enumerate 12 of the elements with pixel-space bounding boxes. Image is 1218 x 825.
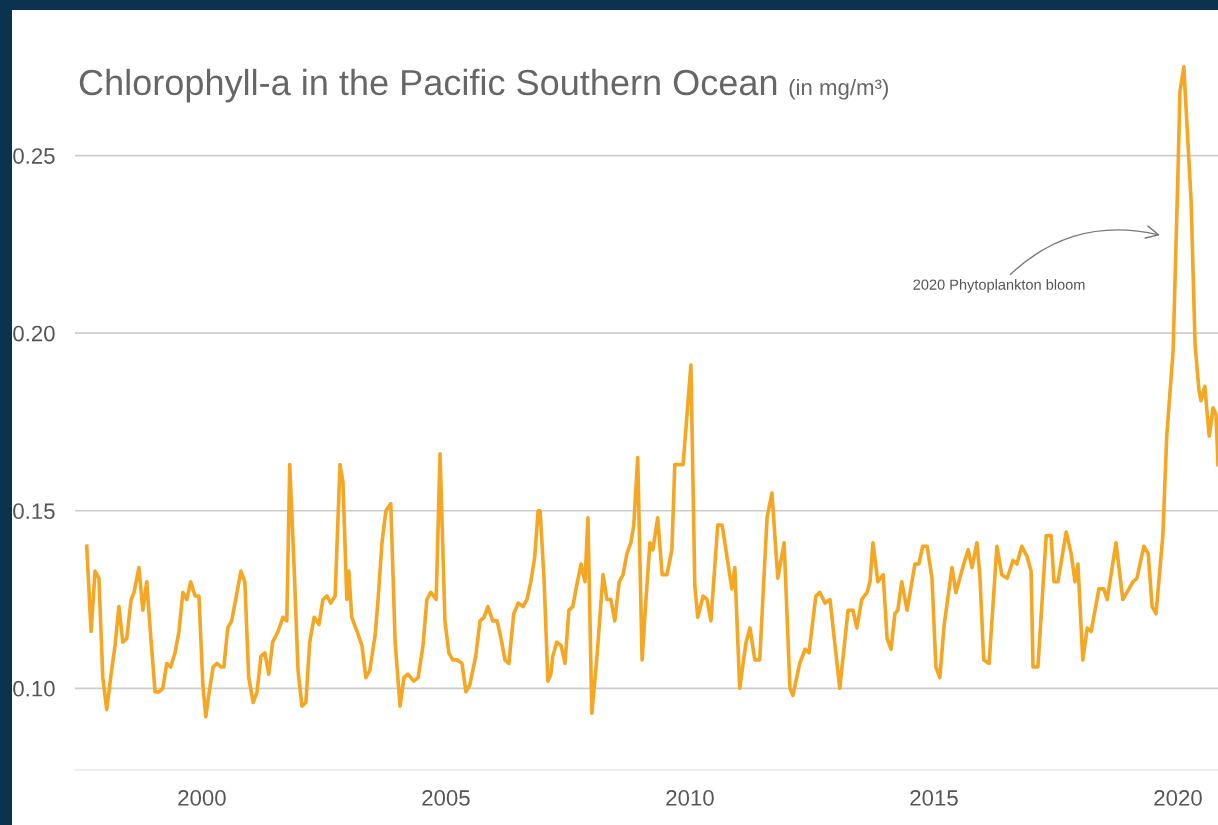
annotation: 2020 Phytoplankton bloom bbox=[913, 279, 1085, 293]
y-tick-label: 0.20 bbox=[13, 325, 55, 342]
text: (in mg/m³) bbox=[789, 78, 888, 100]
text: Chlorophyll-a in the Pacific Southern Ocean bbox=[79, 68, 777, 103]
x-tick-label: 2020 bbox=[1154, 790, 1202, 806]
y-tick-label: 0.15 bbox=[13, 503, 55, 520]
x-tick-label: 2010 bbox=[666, 790, 714, 806]
x-tick-label: 2005 bbox=[422, 790, 470, 806]
x-tick-label: 2000 bbox=[178, 790, 226, 806]
y-tick-label: 0.10 bbox=[13, 680, 55, 697]
y-tick-label: 0.25 bbox=[13, 148, 55, 164]
x-tick-label: 2015 bbox=[910, 790, 958, 806]
